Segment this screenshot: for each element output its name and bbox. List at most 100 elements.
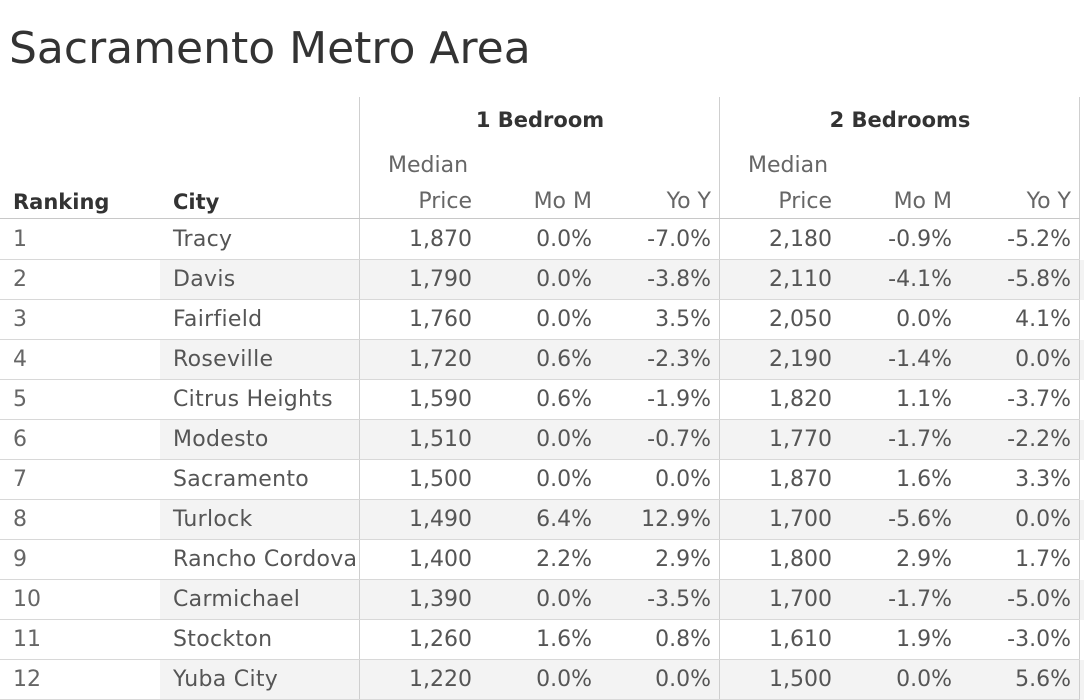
column-header-city: City bbox=[173, 190, 220, 214]
cell-b1-price: 1,760 bbox=[409, 307, 472, 332]
column-header-ranking: Ranking bbox=[13, 190, 110, 214]
cell-rank: 12 bbox=[13, 667, 41, 692]
column-header-yoy-2br: Yo Y bbox=[1026, 189, 1071, 214]
cell-b1-price: 1,790 bbox=[409, 267, 472, 292]
cell-rank: 10 bbox=[13, 587, 41, 612]
cell-rank: 9 bbox=[13, 547, 27, 572]
cell-b2-mom: 1.1% bbox=[896, 387, 952, 412]
row-shade bbox=[160, 580, 1084, 620]
cell-city: Stockton bbox=[173, 627, 273, 652]
cell-b1-price: 1,720 bbox=[409, 347, 472, 372]
cell-b2-price: 2,110 bbox=[769, 267, 832, 292]
cell-b2-mom: -4.1% bbox=[888, 267, 952, 292]
divider-2br bbox=[719, 97, 720, 700]
cell-b2-yoy: -3.0% bbox=[1007, 627, 1071, 652]
cell-b2-yoy: -5.8% bbox=[1007, 267, 1071, 292]
cell-b2-yoy: 5.6% bbox=[1015, 667, 1071, 692]
row-rule bbox=[0, 499, 1080, 500]
cell-b2-price: 1,770 bbox=[769, 427, 832, 452]
cell-b1-mom: 1.6% bbox=[536, 627, 592, 652]
cell-b1-yoy: 12.9% bbox=[641, 507, 711, 532]
cell-b1-yoy: 3.5% bbox=[655, 307, 711, 332]
cell-b1-price: 1,500 bbox=[409, 467, 472, 492]
cell-b2-price: 1,610 bbox=[769, 627, 832, 652]
cell-city: Citrus Heights bbox=[173, 387, 333, 412]
divider-1br bbox=[359, 97, 360, 700]
cell-b1-mom: 0.0% bbox=[536, 227, 592, 252]
cell-b1-mom: 0.0% bbox=[536, 267, 592, 292]
cell-b1-mom: 0.6% bbox=[536, 387, 592, 412]
cell-b1-mom: 0.0% bbox=[536, 587, 592, 612]
row-rule bbox=[0, 299, 1080, 300]
row-rule bbox=[0, 339, 1080, 340]
row-shade bbox=[160, 660, 1084, 700]
cell-rank: 4 bbox=[13, 347, 27, 372]
cell-b1-price: 1,390 bbox=[409, 587, 472, 612]
cell-city: Roseville bbox=[173, 347, 274, 372]
cell-b2-price: 1,500 bbox=[769, 667, 832, 692]
cell-b2-yoy: 4.1% bbox=[1015, 307, 1071, 332]
column-header-median-2br: Median bbox=[748, 153, 829, 178]
cell-b2-price: 2,050 bbox=[769, 307, 832, 332]
cell-b1-price: 1,220 bbox=[409, 667, 472, 692]
cell-b2-mom: -1.7% bbox=[888, 427, 952, 452]
cell-b1-yoy: 0.0% bbox=[655, 467, 711, 492]
column-header-median-1br: Median bbox=[388, 153, 469, 178]
cell-b1-yoy: -3.5% bbox=[647, 587, 711, 612]
cell-b1-mom: 6.4% bbox=[536, 507, 592, 532]
cell-b2-mom: 2.9% bbox=[896, 547, 952, 572]
cell-rank: 11 bbox=[13, 627, 41, 652]
cell-b2-price: 1,820 bbox=[769, 387, 832, 412]
column-header-mom-2br: Mo M bbox=[893, 189, 952, 214]
cell-b1-mom: 0.0% bbox=[536, 467, 592, 492]
cell-rank: 5 bbox=[13, 387, 27, 412]
cell-b2-yoy: -3.7% bbox=[1007, 387, 1071, 412]
row-rule bbox=[0, 259, 1080, 260]
cell-b1-mom: 2.2% bbox=[536, 547, 592, 572]
cell-b2-price: 1,800 bbox=[769, 547, 832, 572]
cell-b2-mom: 1.9% bbox=[896, 627, 952, 652]
row-rule bbox=[0, 419, 1080, 420]
cell-b1-mom: 0.0% bbox=[536, 307, 592, 332]
cell-b2-yoy: 1.7% bbox=[1015, 547, 1071, 572]
cell-b2-yoy: -5.0% bbox=[1007, 587, 1071, 612]
row-rule bbox=[0, 579, 1080, 580]
header-rule bbox=[0, 218, 1080, 219]
cell-b1-yoy: -2.3% bbox=[647, 347, 711, 372]
cell-city: Fairfield bbox=[173, 307, 263, 332]
row-rule bbox=[0, 379, 1080, 380]
divider-right bbox=[1079, 97, 1080, 700]
cell-city: Yuba City bbox=[173, 667, 279, 692]
cell-b1-price: 1,510 bbox=[409, 427, 472, 452]
cell-b2-price: 2,180 bbox=[769, 227, 832, 252]
group-header-2-bedrooms: 2 Bedrooms bbox=[829, 108, 971, 132]
column-header-price-2br: Price bbox=[778, 189, 832, 214]
cell-b2-mom: 0.0% bbox=[896, 667, 952, 692]
cell-rank: 7 bbox=[13, 467, 27, 492]
cell-b1-yoy: 2.9% bbox=[655, 547, 711, 572]
cell-city: Turlock bbox=[173, 507, 253, 532]
cell-b1-price: 1,870 bbox=[409, 227, 472, 252]
row-rule bbox=[0, 539, 1080, 540]
cell-rank: 3 bbox=[13, 307, 27, 332]
cell-b1-mom: 0.6% bbox=[536, 347, 592, 372]
cell-b1-yoy: -3.8% bbox=[647, 267, 711, 292]
row-shade bbox=[160, 260, 1084, 300]
cell-b1-yoy: -0.7% bbox=[647, 427, 711, 452]
page-title: Sacramento Metro Area bbox=[9, 23, 531, 74]
cell-b2-yoy: 3.3% bbox=[1015, 467, 1071, 492]
cell-b2-mom: 1.6% bbox=[896, 467, 952, 492]
cell-b1-yoy: 0.0% bbox=[655, 667, 711, 692]
cell-b2-mom: -1.7% bbox=[888, 587, 952, 612]
row-rule bbox=[0, 659, 1080, 660]
row-rule bbox=[0, 459, 1080, 460]
cell-b1-price: 1,400 bbox=[409, 547, 472, 572]
cell-rank: 8 bbox=[13, 507, 27, 532]
row-rule bbox=[0, 619, 1080, 620]
row-shade bbox=[160, 340, 1084, 380]
column-header-mom-1br: Mo M bbox=[533, 189, 592, 214]
cell-b1-price: 1,590 bbox=[409, 387, 472, 412]
row-shade bbox=[160, 420, 1084, 460]
cell-city: Sacramento bbox=[173, 467, 310, 492]
cell-b1-yoy: -7.0% bbox=[647, 227, 711, 252]
